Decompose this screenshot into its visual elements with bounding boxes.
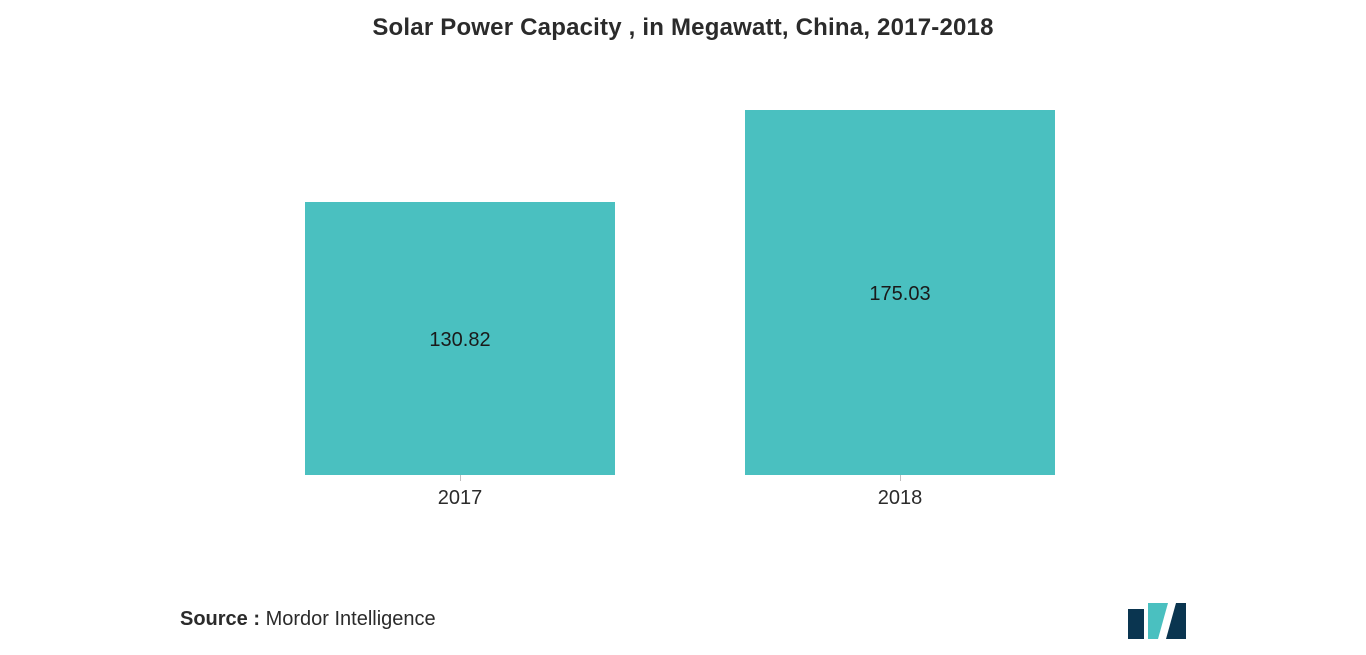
x-axis-tick — [900, 475, 901, 481]
x-axis-tick — [460, 475, 461, 481]
bar: 175.03 — [745, 110, 1055, 475]
bar-value-label: 130.82 — [305, 329, 615, 352]
chart-container: Solar Power Capacity , in Megawatt, Chin… — [0, 0, 1366, 655]
source-name: Mordor Intelligence — [260, 608, 436, 630]
plot-area: 130.822017175.032018 — [180, 100, 1180, 475]
chart-title: Solar Power Capacity , in Megawatt, Chin… — [0, 14, 1366, 42]
source-line: Source : Mordor Intelligence — [180, 608, 436, 631]
source-label: Source : — [180, 608, 260, 630]
brand-logo-icon — [1128, 603, 1186, 639]
bar-value-label: 175.03 — [745, 283, 1055, 306]
x-axis-label: 2017 — [400, 487, 520, 510]
bar: 130.82 — [305, 202, 615, 475]
x-axis-label: 2018 — [840, 487, 960, 510]
